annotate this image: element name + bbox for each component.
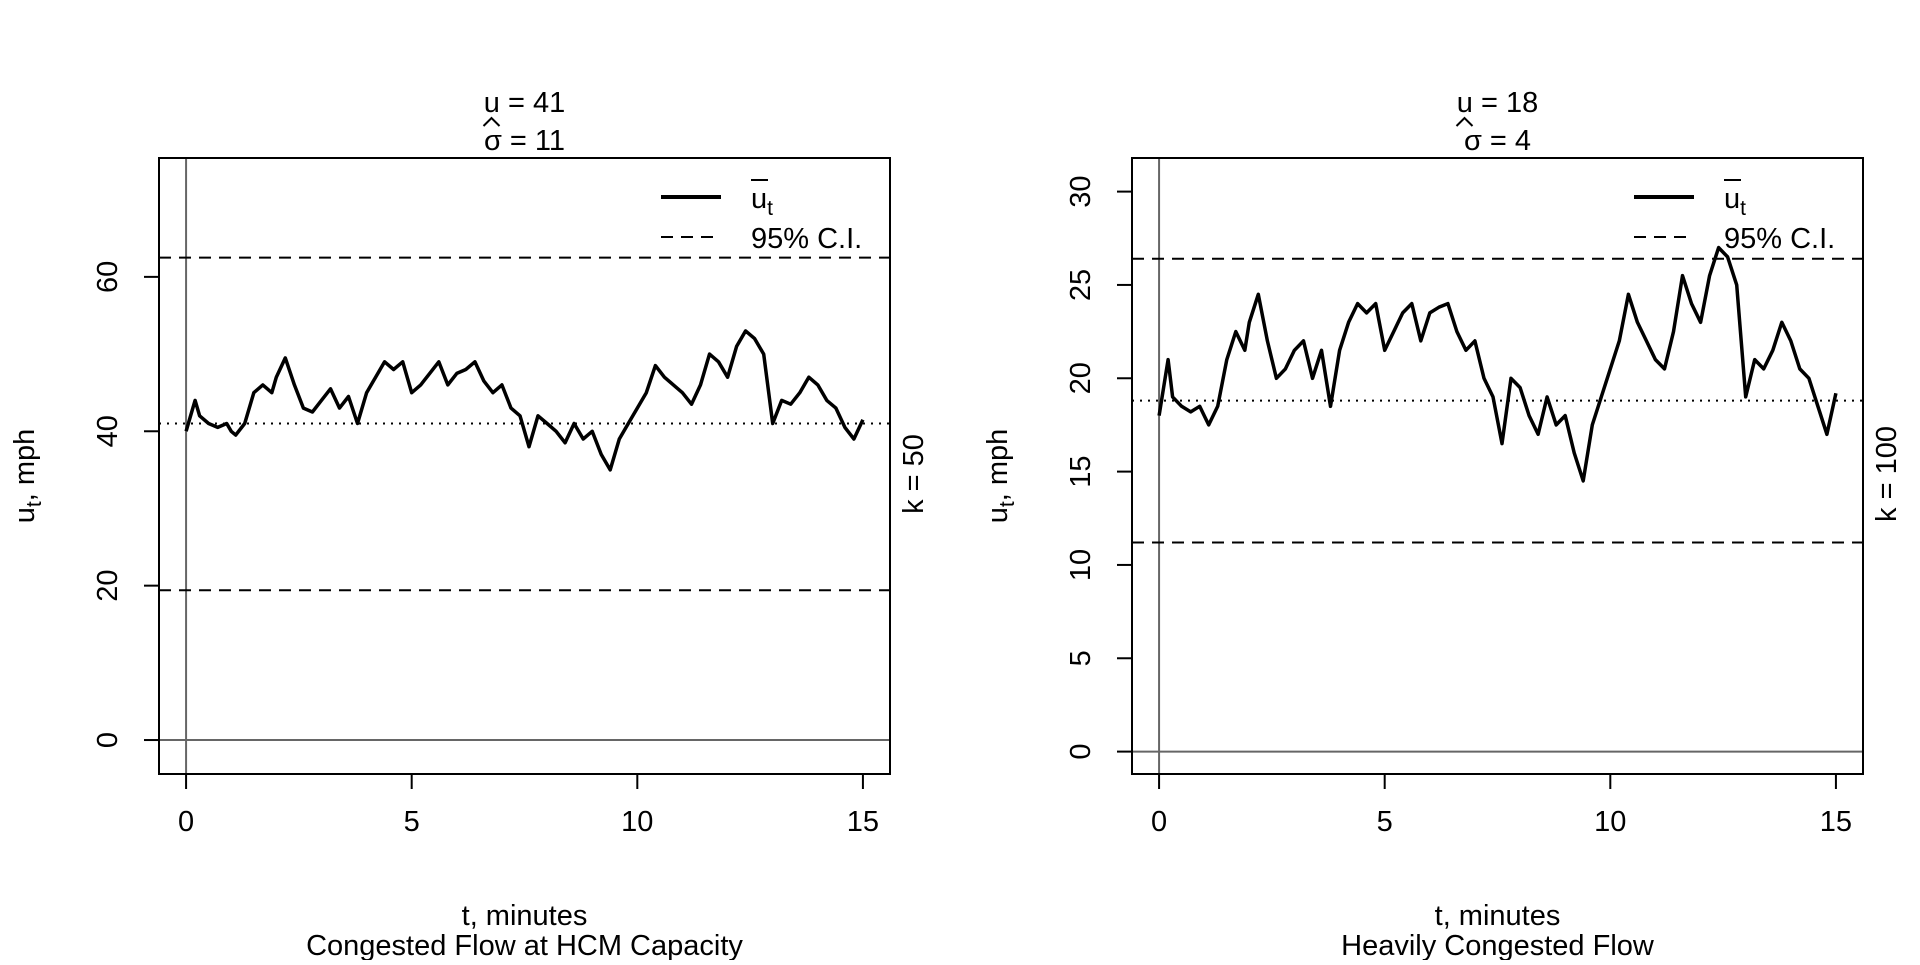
y-axis-label-sub: t [23, 501, 46, 507]
right-margin-label: k = 50 [898, 434, 930, 514]
y-tick-label: 20 [1065, 362, 1097, 394]
y-axis-label-rest: , mph [9, 429, 41, 502]
y-axis-label: ut, mph [982, 429, 1019, 524]
legend-label-main: u [751, 183, 767, 215]
legend-label-sub: t [767, 197, 773, 220]
chart-title-line-2: σ = 4 [1464, 125, 1531, 157]
y-tick-label: 0 [92, 732, 124, 748]
y-tick-label: 5 [1065, 650, 1097, 666]
y-axis-label-rest: , mph [982, 429, 1014, 502]
legend-label-main: u [1724, 183, 1740, 215]
series-line-0 [1157, 245, 1838, 483]
x-tick-label: 0 [178, 806, 194, 838]
chart-title-line-1: u = 41 [484, 87, 565, 119]
y-tick-label: 40 [92, 415, 124, 447]
legend-label-sub: t [1740, 197, 1746, 220]
legend-label-1: 95% C.I. [1724, 223, 1835, 255]
y-axis-label-main: u [982, 507, 1014, 523]
chart-subtitle: Congested Flow at HCM Capacity [306, 930, 743, 960]
legend-label-main: 95% C.I. [751, 223, 862, 255]
y-tick-label: 60 [92, 261, 124, 293]
chart-title-line-1: u = 18 [1457, 87, 1538, 119]
x-axis-label: t, minutes [462, 900, 588, 932]
legend-label-1: 95% C.I. [751, 223, 862, 255]
x-tick-label: 5 [404, 806, 420, 838]
x-tick-label: 10 [1594, 806, 1626, 838]
x-tick-label: 5 [1377, 806, 1393, 838]
y-tick-label: 10 [1065, 549, 1097, 581]
chart-title-line-2: σ = 11 [484, 125, 565, 157]
x-tick-label: 0 [1151, 806, 1167, 838]
y-tick-label: 30 [1065, 175, 1097, 207]
y-tick-label: 15 [1065, 455, 1097, 487]
sigma-hat-mark [1455, 116, 1474, 127]
legend-label-0: ut [1724, 183, 1746, 220]
y-tick-label: 25 [1065, 269, 1097, 301]
plot-frame [1131, 157, 1864, 775]
x-tick-label: 15 [1820, 806, 1852, 838]
chart-subtitle: Heavily Congested Flow [1341, 930, 1655, 960]
y-axis-label-main: u [9, 507, 41, 523]
right-margin-label: k = 100 [1871, 426, 1903, 522]
legend-label-main: 95% C.I. [1724, 223, 1835, 255]
x-tick-label: 15 [847, 806, 879, 838]
y-tick-label: 0 [1065, 744, 1097, 760]
y-tick-label: 20 [92, 570, 124, 602]
y-axis-label: ut, mph [9, 429, 46, 524]
sigma-hat-mark [482, 116, 501, 127]
legend-label-0: ut [751, 183, 773, 220]
y-axis-label-sub: t [996, 501, 1019, 507]
x-axis-label: t, minutes [1435, 900, 1561, 932]
x-tick-label: 10 [621, 806, 653, 838]
series-line-0 [184, 329, 865, 472]
plot-frame [158, 157, 891, 775]
